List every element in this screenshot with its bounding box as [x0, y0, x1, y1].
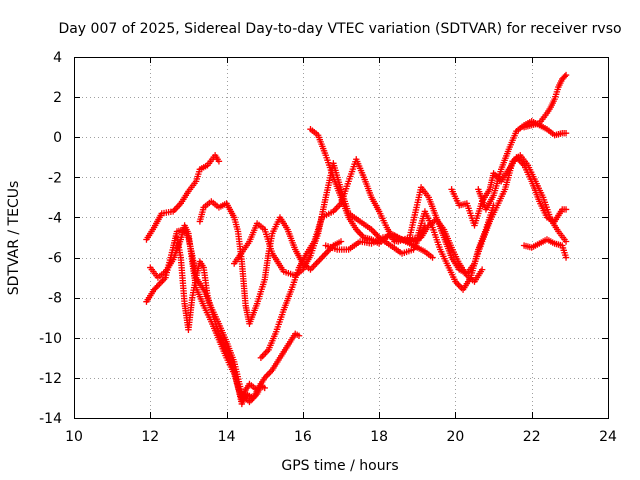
data-point	[562, 254, 570, 261]
data-point	[153, 283, 160, 291]
grid	[74, 57, 608, 418]
x-tick-label: 16	[294, 429, 312, 445]
x-tick-label: 10	[65, 429, 83, 445]
data-point	[257, 380, 265, 388]
y-tick-label: -2	[48, 170, 62, 186]
series-track-g	[231, 160, 429, 279]
data-point	[295, 332, 303, 339]
data-point	[429, 254, 436, 261]
y-tick-label: 2	[53, 90, 62, 106]
x-tick-label: 18	[370, 429, 388, 445]
data-point	[561, 73, 568, 80]
data-point	[562, 71, 570, 79]
series-track-e	[196, 198, 345, 327]
y-axis-label: SDTVAR / TECUs	[6, 181, 22, 296]
y-tick-label: -10	[39, 331, 62, 347]
x-tick-label: 12	[141, 429, 159, 445]
data-point	[261, 384, 268, 392]
plot-frame	[74, 57, 609, 419]
data-points	[143, 71, 570, 408]
data-point	[562, 238, 570, 245]
y-tick-label: -4	[48, 210, 62, 226]
y-tick-label: -8	[48, 291, 62, 307]
data-point	[562, 206, 570, 213]
y-tick-label: -14	[39, 411, 62, 427]
x-tick-label: 14	[218, 429, 236, 445]
x-tick-label: 22	[523, 429, 541, 445]
x-tick-label: 24	[599, 429, 617, 445]
series-track-m	[520, 71, 570, 131]
data-point	[562, 130, 570, 137]
series-track-d	[173, 234, 265, 408]
x-axis-label: GPS time / hours	[281, 458, 398, 474]
y-tick-label: -12	[39, 371, 62, 387]
chart-title: Day 007 of 2025, Sidereal Day-to-day VTE…	[58, 21, 621, 37]
series-track-n	[520, 236, 570, 261]
series-track-b	[143, 226, 268, 406]
y-tick-label: 0	[53, 130, 62, 146]
y-tick-label: 4	[53, 50, 62, 66]
data-point	[337, 238, 345, 245]
y-tick-label: -6	[48, 251, 62, 267]
data-point	[478, 266, 486, 273]
data-point	[215, 158, 223, 165]
series-track-a	[143, 152, 223, 243]
x-tick-label: 20	[447, 429, 465, 445]
